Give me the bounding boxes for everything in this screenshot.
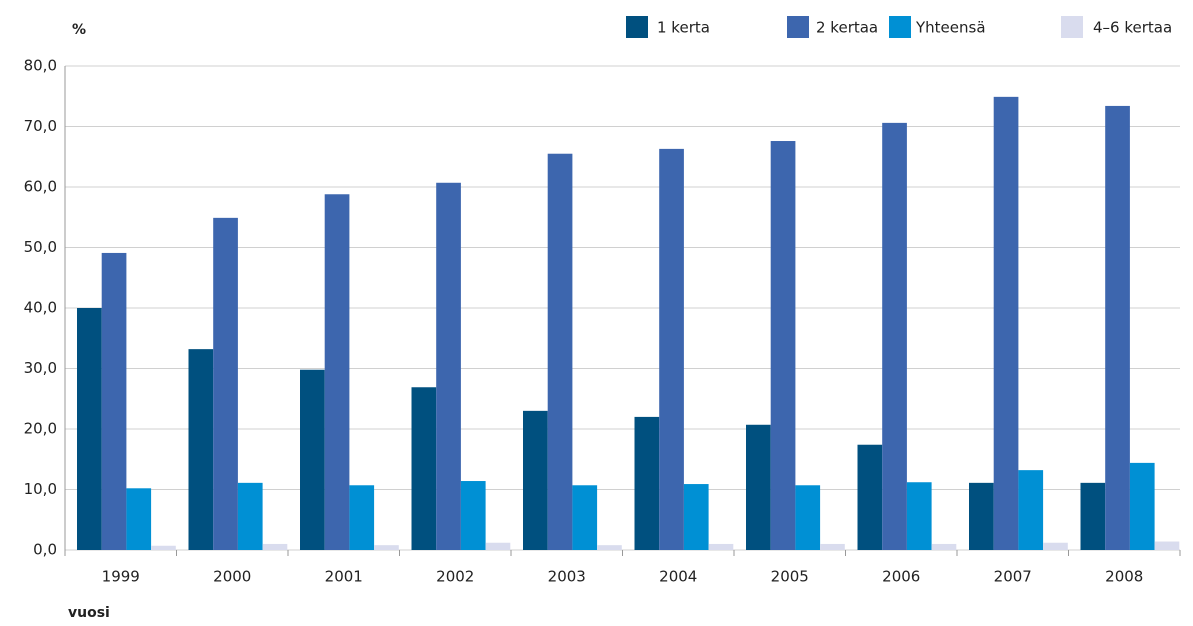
x-tick-label: 2004 (659, 568, 697, 586)
bar (374, 545, 399, 550)
bar (820, 543, 845, 550)
bar (126, 488, 152, 550)
legend-swatch (626, 16, 648, 38)
bar (969, 482, 994, 550)
x-axis-label: vuosi (68, 605, 110, 621)
bar (708, 543, 734, 550)
legend-label: Yhteensä (915, 19, 986, 37)
y-tick-label: 20,0 (24, 420, 57, 438)
y-tick-label: 60,0 (24, 178, 57, 196)
bar (572, 485, 598, 550)
y-axis-label: % (72, 22, 86, 38)
bar (411, 387, 437, 550)
bar (237, 482, 263, 550)
x-tick-label: 2002 (436, 568, 474, 586)
x-tick-label: 2005 (771, 568, 809, 586)
x-tick-label: 2003 (548, 568, 586, 586)
bar (1129, 462, 1155, 550)
bar (746, 424, 771, 550)
bar (523, 410, 548, 550)
y-tick-label: 70,0 (24, 117, 57, 135)
bar (993, 96, 1019, 550)
legend-label: 4–6 kertaa (1093, 19, 1172, 37)
legend-label: 2 kertaa (816, 19, 878, 37)
bar (349, 485, 375, 550)
x-tick-label: 2007 (994, 568, 1032, 586)
x-tick-label: 2008 (1105, 568, 1143, 586)
bar (151, 545, 176, 550)
bar (300, 369, 325, 550)
y-tick-label: 10,0 (24, 480, 57, 498)
bar (634, 416, 660, 550)
bar (101, 252, 127, 550)
bar (882, 122, 907, 551)
bar (931, 543, 957, 550)
bar (1043, 542, 1068, 550)
legend-swatch (1061, 16, 1083, 38)
legend-label: 1 kerta (657, 19, 710, 37)
bar (547, 153, 573, 550)
bar (1018, 470, 1044, 550)
x-tick-label: 2006 (882, 568, 920, 586)
bar (436, 182, 461, 550)
bar (77, 308, 102, 550)
bar (324, 194, 350, 550)
x-tick-label: 2000 (213, 568, 251, 586)
y-tick-label: 80,0 (24, 57, 57, 75)
legend-swatch (889, 16, 911, 38)
bar (906, 482, 932, 550)
legend-swatch (787, 16, 809, 38)
bar (857, 444, 883, 550)
bar (659, 148, 684, 550)
y-tick-label: 30,0 (24, 359, 57, 377)
bar (770, 141, 796, 550)
x-tick-label: 1999 (102, 568, 140, 586)
bar (460, 481, 486, 550)
y-tick-label: 50,0 (24, 238, 57, 256)
bar (795, 485, 821, 550)
bar (188, 349, 214, 550)
bar (262, 543, 288, 550)
bar (213, 217, 238, 551)
y-tick-label: 0,0 (33, 541, 57, 559)
bar (597, 545, 622, 550)
bar (1105, 105, 1130, 551)
y-tick-label: 40,0 (24, 299, 57, 317)
bar (1154, 541, 1180, 550)
x-tick-label: 2001 (325, 568, 363, 586)
bar (1080, 482, 1106, 550)
bar (683, 484, 709, 550)
bar (485, 542, 511, 550)
